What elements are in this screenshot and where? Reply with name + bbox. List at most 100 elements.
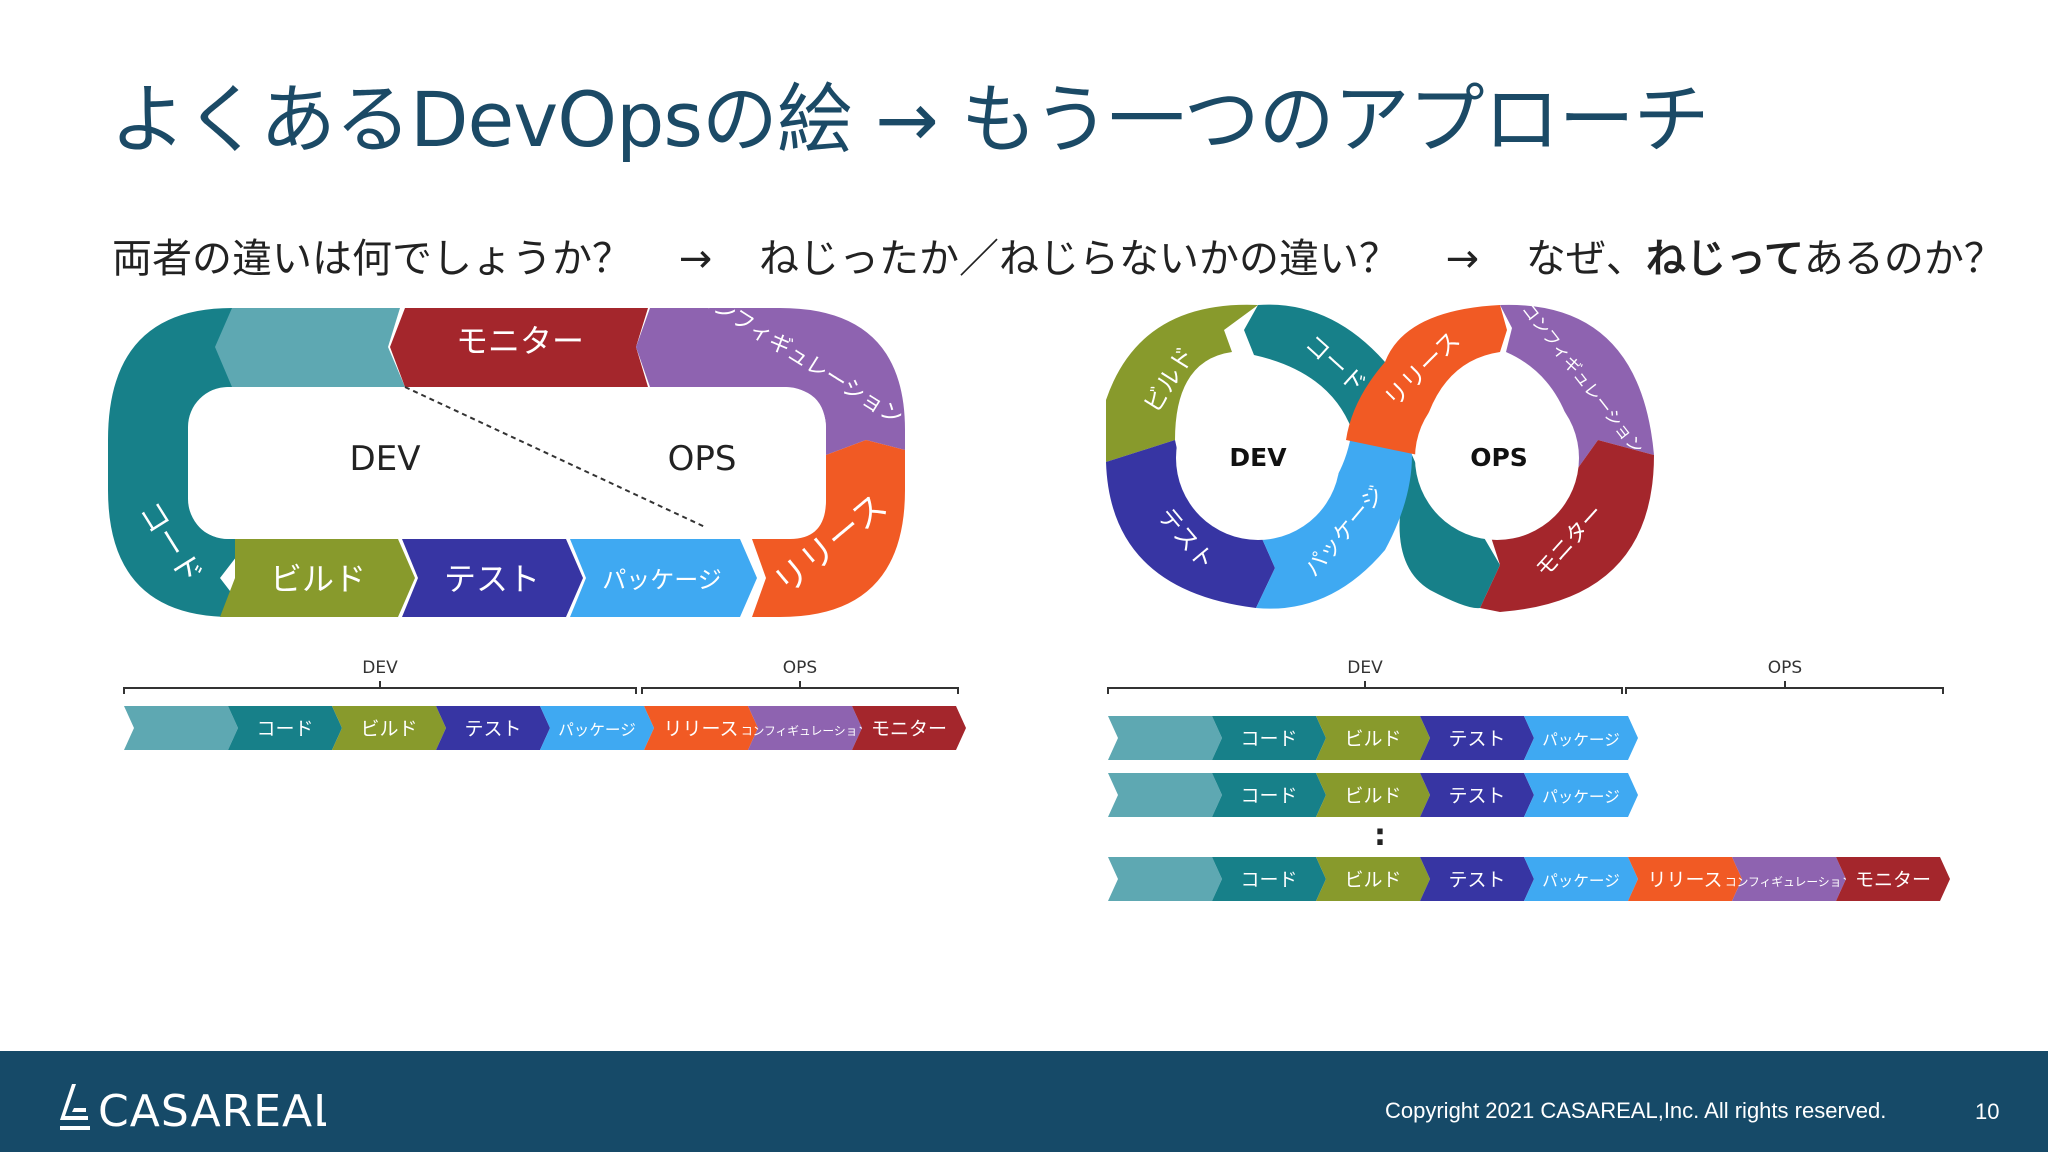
right-timeline-row-2-chevron <box>1316 773 1430 817</box>
left-timeline-chevron-label: モニター <box>871 718 947 740</box>
left-segment-build <box>220 539 415 617</box>
subtitle-twisted-bold: ねじって <box>1645 236 1804 282</box>
right-ops-hole <box>1415 376 1579 540</box>
right-timeline-row-2-chevron-label: ビルド <box>1344 785 1401 807</box>
right-timeline-row-3-chevron <box>1836 857 1950 901</box>
right-dev-hole <box>1176 376 1340 540</box>
right-timeline-row-1-chevron-label: ビルド <box>1344 728 1401 750</box>
right-segment-code <box>1244 304 1385 430</box>
right-timeline-row-3-chevron-label: コード <box>1240 869 1297 891</box>
left-segment-package <box>570 539 757 617</box>
right-timeline-row-3-chevron-label: コンフィギュレーション <box>1725 875 1853 889</box>
right-timeline-row-1-chevron-label: テスト <box>1448 728 1505 750</box>
right-timeline-row-3-chevron <box>1108 857 1222 901</box>
left-label-monitor: モニター <box>456 322 584 360</box>
right-timeline-row-2-chevron <box>1524 773 1638 817</box>
left-timeline-chevron-label: テスト <box>464 718 521 740</box>
right-timeline-row-3-chevron-label: ビルド <box>1344 869 1401 891</box>
left-timeline-dev-bracket <box>123 681 637 694</box>
left-timeline-ops-label: OPS <box>783 658 817 678</box>
left-segment-code <box>108 308 250 617</box>
right-timeline-dev-bracket <box>1107 681 1623 694</box>
left-loop-diagram: DEV OPS モニター コンフィギュレーション リリース コード ビルド テス… <box>108 282 907 617</box>
subtitle-end: あるのか？ <box>1803 236 2004 282</box>
right-segment-test <box>1106 440 1275 608</box>
right-infinity-diagram: DEV OPS ビルド コード リリース コンフィギュレーション テスト パッケ… <box>1106 300 1654 612</box>
left-timeline-chevron <box>228 706 342 750</box>
left-inner-ops-label: OPS <box>668 439 737 479</box>
right-timeline-row-1-chevron <box>1316 716 1430 760</box>
right-timeline-row-1-chevron-label: コード <box>1240 728 1297 750</box>
right-timeline-row-2-chevron <box>1212 773 1326 817</box>
left-label-test: テスト <box>444 560 540 598</box>
left-timeline-chevron <box>124 706 238 750</box>
right-segment-package <box>1256 430 1412 609</box>
left-timeline-chevron <box>436 706 550 750</box>
left-segment-release <box>752 440 905 617</box>
subtitle-arrow-1: → <box>678 236 713 282</box>
right-timeline-ops-label: OPS <box>1768 658 1802 678</box>
right-timeline-row-3-chevron <box>1420 857 1534 901</box>
right-inner-dev-label: DEV <box>1229 443 1287 472</box>
slide-title: よくあるDevOpsの絵 → もう一つのアプローチ <box>110 75 1710 164</box>
subtitle-arrow-2: → <box>1445 236 1480 282</box>
right-timeline-ops-bracket <box>1625 681 1944 694</box>
subtitle-why: なぜ、 <box>1525 236 1646 282</box>
left-segment-test <box>402 539 583 617</box>
left-timeline-chevron-label: コンフィギュレーション <box>741 724 869 738</box>
left-timeline-chevron <box>748 706 862 750</box>
right-timeline-row-2-chevron <box>1420 773 1534 817</box>
right-timeline-row-1-chevron <box>1524 716 1638 760</box>
right-timeline-dev-label: DEV <box>1347 658 1383 678</box>
left-timeline-chevron <box>644 706 758 750</box>
right-segment-monitor <box>1480 440 1654 612</box>
logo-wordmark: CASAREAL <box>98 1086 326 1134</box>
subtitle-question: 両者の違いは何でしょうか？ <box>112 236 632 282</box>
casareal-logo-mark: CASAREAL <box>60 1084 338 1137</box>
right-segment-config <box>1500 304 1654 468</box>
right-segment-release <box>1346 305 1507 455</box>
left-segment-lightteal <box>215 308 405 387</box>
right-timeline-row-3-chevron <box>1628 857 1742 901</box>
left-timeline-chevron-label: パッケージ <box>558 721 636 739</box>
right-timeline-row-1-chevron-label: パッケージ <box>1542 731 1620 749</box>
right-timeline-row-2-chevron-label: テスト <box>1448 785 1505 807</box>
right-timeline-row-3-chevron <box>1524 857 1638 901</box>
right-inner-ops-label: OPS <box>1470 443 1528 472</box>
left-timeline-ops-bracket <box>641 681 959 694</box>
right-timeline-row-3-chevron <box>1212 857 1326 901</box>
subtitle-twist-question: ねじったか／ねじらないかの違い？ <box>758 236 1399 282</box>
devops-diagrams: DEV OPS モニター コンフィギュレーション リリース コード ビルド テス… <box>108 282 1950 901</box>
left-timeline-chevron <box>540 706 654 750</box>
footer-bar <box>0 1051 2048 1152</box>
right-timeline-row-3-chevron-label: テスト <box>1448 869 1505 891</box>
slide-subtitle: 両者の違いは何でしょうか？ → ねじったか／ねじらないかの違い？ → なぜ、ねじ… <box>112 226 2004 284</box>
right-timeline-row-1-chevron <box>1420 716 1534 760</box>
left-inner-panel <box>188 387 826 539</box>
right-timeline-row-1-chevron <box>1108 716 1222 760</box>
logo-emblem-icon <box>60 1084 90 1130</box>
right-timeline-row-3-chevron-label: パッケージ <box>1542 872 1620 890</box>
casareal-logo: CASAREAL <box>56 1078 338 1138</box>
right-timeline-row-2-chevron-label: パッケージ <box>1542 788 1620 806</box>
left-timeline-chevrons: コード ビルド テスト パッケージ リリース コンフィギュレーション モニター <box>124 706 966 750</box>
left-dashed-divider <box>404 386 706 528</box>
left-timeline-dev-label: DEV <box>362 658 398 678</box>
right-segment-build <box>1106 304 1258 462</box>
page-number: 10 <box>1975 1099 2000 1124</box>
left-label-build: ビルド <box>270 560 366 598</box>
right-timeline-row-1-chevron <box>1212 716 1326 760</box>
left-timeline-chevron-label: ビルド <box>360 718 417 740</box>
right-timeline-row-3-chevron-label: モニター <box>1855 869 1931 891</box>
right-timeline-ellipsis: : <box>1374 818 1386 853</box>
right-timeline-row-2-chevron-label: コード <box>1240 785 1297 807</box>
left-timeline-chevron-label: コード <box>256 718 313 740</box>
right-timeline-row-2-chevron <box>1108 773 1222 817</box>
left-segment-config <box>636 308 905 455</box>
left-label-package: パッケージ <box>602 566 722 594</box>
left-timeline-chevron <box>332 706 446 750</box>
left-timeline: DEV OPS コード ビルド テスト パッケージ リリース コンフィギュレーション モニタ… <box>123 658 966 750</box>
left-timeline-chevron <box>852 706 966 750</box>
